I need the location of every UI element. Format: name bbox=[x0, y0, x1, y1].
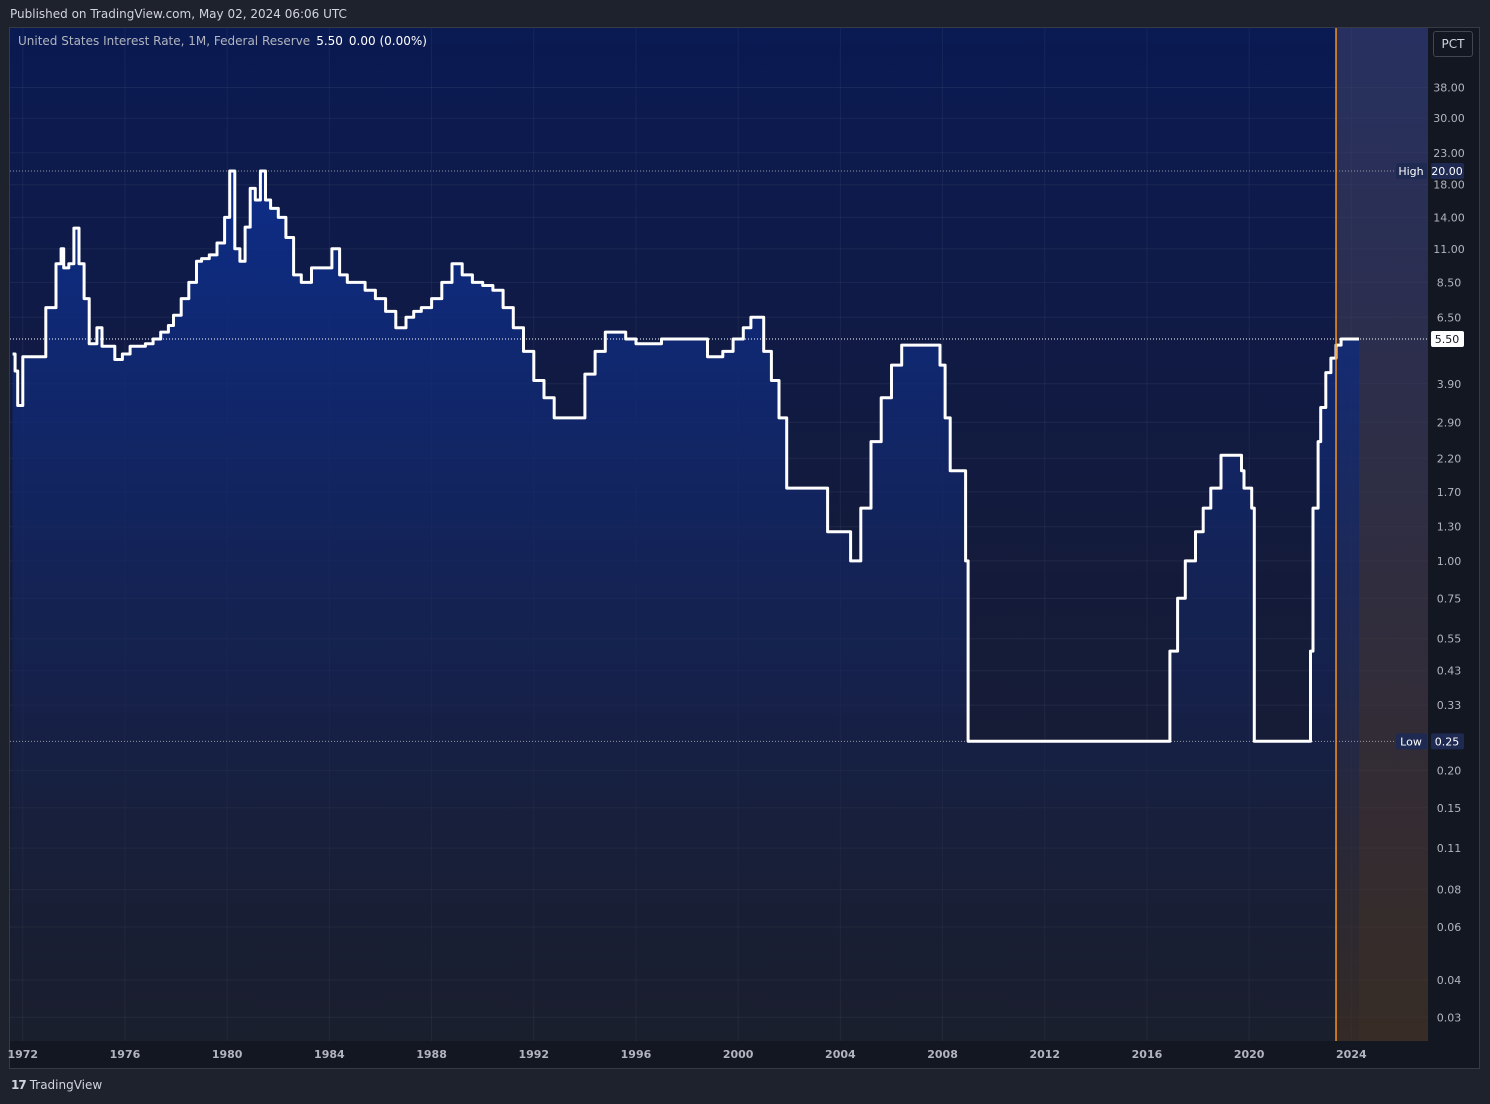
y-tick-label: 0.75 bbox=[1437, 592, 1462, 605]
x-tick-label: 2020 bbox=[1234, 1048, 1265, 1061]
x-tick-label: 1988 bbox=[416, 1048, 447, 1061]
x-tick-label: 2000 bbox=[723, 1048, 754, 1061]
tradingview-logo-icon: 17 bbox=[11, 1078, 27, 1092]
badge-label-bg bbox=[1396, 162, 1427, 179]
value-badge: High 20.00 bbox=[1396, 162, 1464, 179]
published-caption: Published on TradingView.com, May 02, 20… bbox=[10, 7, 347, 21]
x-tick-label: 2024 bbox=[1336, 1048, 1367, 1061]
y-tick-label: 8.50 bbox=[1437, 276, 1462, 289]
value-badge: Low 0.25 bbox=[1396, 733, 1464, 750]
y-tick-label: 1.00 bbox=[1437, 555, 1462, 568]
y-tick-label: 0.15 bbox=[1437, 802, 1462, 815]
x-tick-label: 2016 bbox=[1132, 1048, 1163, 1061]
y-tick-label: 0.20 bbox=[1437, 764, 1462, 777]
x-axis[interactable]: 1972 1976 1980 1984 1988 1992 1996 2000 2004 2008… bbox=[7, 1048, 1367, 1061]
x-tick-label: 1984 bbox=[314, 1048, 345, 1061]
x-tick-label: 1996 bbox=[621, 1048, 652, 1061]
y-tick-label: 0.03 bbox=[1437, 1011, 1462, 1024]
y-tick-label: 1.70 bbox=[1437, 486, 1462, 499]
legend-change: 0.00 (0.00%) bbox=[348, 34, 427, 48]
badge-value: 0.25 bbox=[1435, 735, 1460, 748]
badge-label-bg bbox=[1396, 733, 1427, 750]
series-area bbox=[12, 171, 1360, 1041]
y-tick-label: 2.20 bbox=[1437, 452, 1462, 465]
badge-value-bg bbox=[1431, 733, 1464, 750]
badge-label: High bbox=[1398, 165, 1423, 178]
value-badge: 5.50 bbox=[1431, 331, 1464, 348]
y-tick-label: 0.08 bbox=[1437, 884, 1462, 897]
y-axis[interactable]: 38.00 30.00 23.00 18.00 14.00 11.00 8.50 6.50 3.… bbox=[1433, 81, 1465, 1024]
y-tick-label: 18.00 bbox=[1433, 179, 1465, 192]
y-tick-label: 0.55 bbox=[1437, 633, 1462, 646]
tradingview-logo[interactable]: 17 TradingView bbox=[11, 1078, 102, 1092]
badge-value-bg bbox=[1431, 162, 1464, 179]
y-tick-label: 0.06 bbox=[1437, 921, 1462, 934]
legend-title: United States Interest Rate, 1M, Federal… bbox=[18, 34, 311, 48]
x-tick-label: 1972 bbox=[7, 1048, 38, 1061]
badge-value: 20.00 bbox=[1431, 165, 1463, 178]
y-tick-label: 23.00 bbox=[1433, 147, 1465, 160]
y-tick-label: 3.90 bbox=[1437, 378, 1462, 391]
x-tick-label: 1992 bbox=[518, 1048, 549, 1061]
y-tick-label: 6.50 bbox=[1437, 311, 1462, 324]
badge-label: Low bbox=[1400, 735, 1422, 748]
series-line bbox=[12, 169, 1359, 743]
y-tick-label: 38.00 bbox=[1433, 81, 1465, 94]
x-tick-label: 2004 bbox=[825, 1048, 856, 1061]
percent-scale-button[interactable]: PCT bbox=[1433, 31, 1473, 57]
y-tick-label: 0.43 bbox=[1437, 665, 1462, 678]
axis-badges: High 20.00 Low 0.25 5.50 bbox=[1396, 162, 1464, 750]
y-tick-label: 11.00 bbox=[1433, 243, 1465, 256]
legend-value: 5.50 bbox=[316, 34, 343, 48]
y-tick-label: 0.33 bbox=[1437, 699, 1462, 712]
y-tick-label: 1.30 bbox=[1437, 521, 1462, 534]
y-tick-label: 30.00 bbox=[1433, 112, 1465, 125]
x-tick-label: 2008 bbox=[927, 1048, 958, 1061]
brand-name: TradingView bbox=[29, 1078, 103, 1092]
y-tick-label: 2.90 bbox=[1437, 416, 1462, 429]
badge-value: 5.50 bbox=[1435, 333, 1460, 346]
price-axis-background bbox=[1428, 28, 1479, 1041]
badge-value-bg bbox=[1431, 331, 1464, 348]
legend[interactable]: United States Interest Rate, 1M, Federal… bbox=[18, 34, 427, 48]
y-tick-label: 0.11 bbox=[1437, 842, 1462, 855]
x-tick-label: 1976 bbox=[110, 1048, 141, 1061]
y-tick-label: 0.04 bbox=[1437, 974, 1462, 987]
x-tick-label: 1980 bbox=[212, 1048, 243, 1061]
y-tick-label: 14.00 bbox=[1433, 211, 1465, 224]
x-tick-label: 2012 bbox=[1029, 1048, 1060, 1061]
